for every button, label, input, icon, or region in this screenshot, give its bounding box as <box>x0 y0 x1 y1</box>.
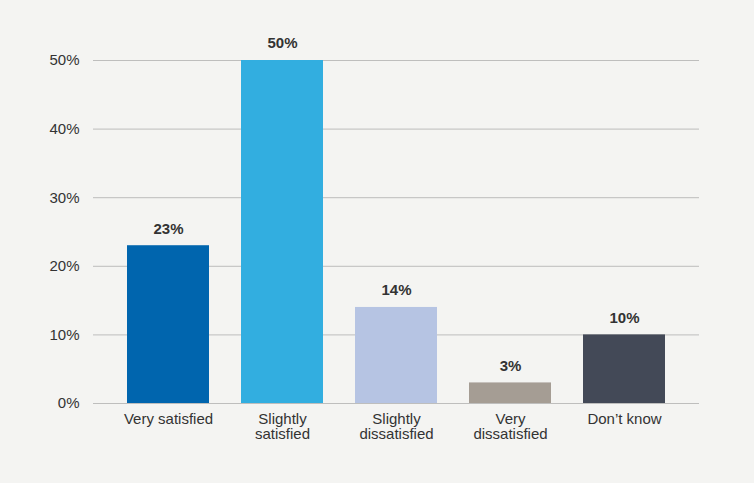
svg-text:40%: 40% <box>49 120 79 137</box>
svg-text:10%: 10% <box>49 326 79 343</box>
svg-text:Slightlydissatisfied: Slightlydissatisfied <box>359 410 433 442</box>
svg-text:23%: 23% <box>153 220 183 237</box>
svg-text:Don’t know: Don’t know <box>587 410 661 427</box>
svg-text:30%: 30% <box>49 189 79 206</box>
svg-text:14%: 14% <box>381 281 411 298</box>
svg-text:20%: 20% <box>49 257 79 274</box>
svg-text:50%: 50% <box>49 51 79 68</box>
svg-text:0%: 0% <box>58 394 80 411</box>
svg-text:Very satisfied: Very satisfied <box>124 410 213 427</box>
svg-text:3%: 3% <box>500 357 522 374</box>
svg-text:Verydissatisfied: Verydissatisfied <box>473 410 547 442</box>
svg-text:10%: 10% <box>609 309 639 326</box>
svg-text:Slightlysatisfied: Slightlysatisfied <box>255 410 310 442</box>
svg-text:50%: 50% <box>267 34 297 51</box>
